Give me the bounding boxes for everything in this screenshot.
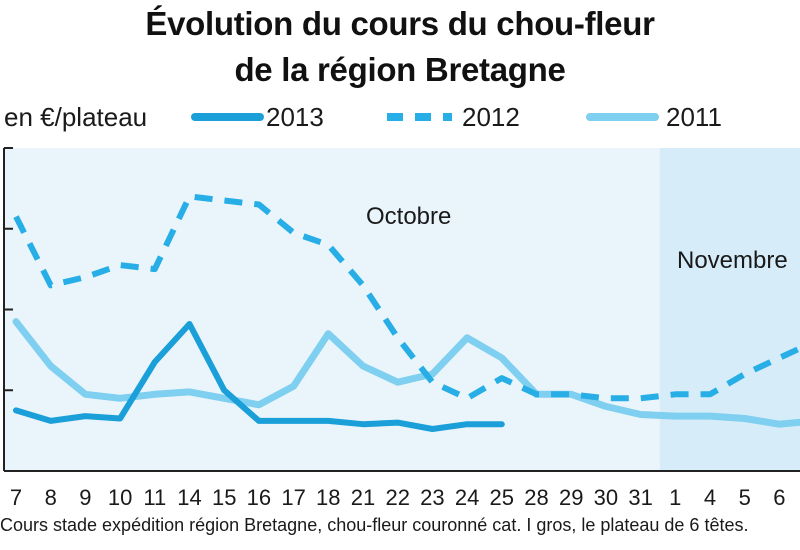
month-label-november: Novembre: [677, 247, 788, 274]
series-line-2012: [13, 193, 800, 402]
x-tick-label: 30: [594, 485, 618, 510]
x-tick-label: 17: [281, 485, 305, 510]
x-tick-label: 28: [524, 485, 548, 510]
x-tick-label: 16: [247, 485, 271, 510]
x-tick-label: 24: [455, 485, 479, 510]
x-tick-label: 18: [316, 485, 340, 510]
x-tick-label: 7: [10, 485, 22, 510]
x-tick-label: 1: [669, 485, 681, 510]
x-tick-label: 10: [108, 485, 132, 510]
month-label-october: Octobre: [366, 203, 451, 230]
x-tick-label: 31: [628, 485, 652, 510]
y-axis-label: en €/plateau: [4, 102, 148, 132]
x-tick-label: 14: [177, 485, 201, 510]
x-tick-label: 5: [739, 485, 751, 510]
chart-subtitle: de la région Bretagne: [234, 51, 566, 88]
x-tick-label: 11: [143, 485, 166, 510]
legend: [191, 113, 659, 121]
legend-label-2012: 2012: [462, 102, 520, 132]
x-tick-label: 29: [559, 485, 583, 510]
x-tick-label: 9: [79, 485, 91, 510]
legend-label-2013: 2013: [266, 102, 324, 132]
x-tick-label: 25: [490, 485, 514, 510]
x-tick-label: 4: [704, 485, 716, 510]
x-tick-label: 6: [773, 485, 785, 510]
series-line-2011: [12, 318, 800, 428]
x-tick-label: 21: [351, 485, 375, 510]
chart-title: Évolution du cours du chou-fleur: [145, 5, 655, 42]
x-tick-label: 15: [212, 485, 236, 510]
legend-label-2011: 2011: [666, 102, 722, 132]
series-line-2013: [13, 321, 505, 432]
x-tick-label: 23: [420, 485, 444, 510]
footnote: Cours stade expédition région Bretagne, …: [0, 515, 749, 535]
x-tick-label: 22: [385, 485, 409, 510]
x-tick-label: 8: [45, 485, 57, 510]
